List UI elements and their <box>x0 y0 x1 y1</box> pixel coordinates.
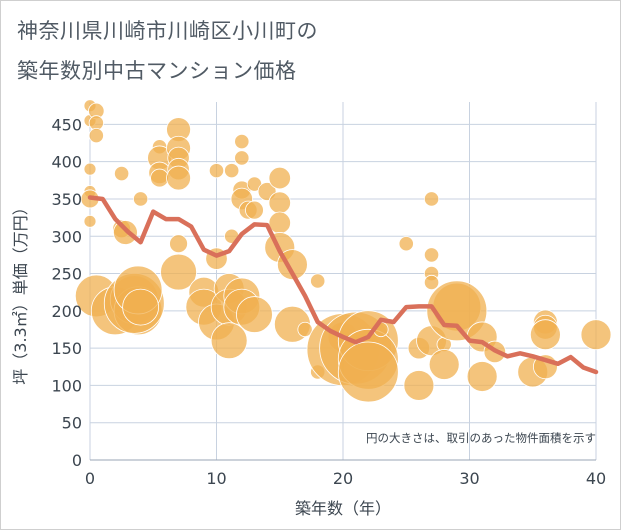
y-tick-label: 150 <box>51 339 82 358</box>
y-tick-label: 0 <box>72 451 82 470</box>
data-bubble <box>88 115 104 131</box>
chart-title-line2: 築年数別中古マンション価格 <box>17 59 297 83</box>
data-bubble <box>423 274 440 291</box>
data-bubble <box>403 370 435 401</box>
average-price-line <box>87 195 599 375</box>
data-bubble <box>114 166 130 182</box>
data-bubble <box>166 165 191 191</box>
x-tick-label: 10 <box>206 469 226 488</box>
x-tick-label: 40 <box>586 469 606 488</box>
y-tick-label: 400 <box>51 153 82 172</box>
data-bubble <box>169 234 188 254</box>
chart-title-line1: 神奈川県川崎市川崎区小川町の <box>17 19 318 43</box>
y-tick-label: 300 <box>51 227 82 246</box>
data-bubble <box>310 273 326 289</box>
data-bubble <box>423 191 440 207</box>
data-bubble <box>245 200 264 220</box>
data-bubble <box>234 150 250 166</box>
data-bubble <box>268 191 291 214</box>
data-bubble <box>234 133 250 150</box>
data-bubble <box>423 247 440 263</box>
axis-ticks: 0 50 100 150 200 250 300 350 400 450 0 10 20 30 40 <box>51 115 606 488</box>
data-bubble <box>133 191 149 207</box>
data-bubble <box>224 163 240 179</box>
x-tick-label: 20 <box>333 469 353 488</box>
y-tick-label: 100 <box>51 376 82 395</box>
data-bubble <box>83 214 97 228</box>
y-axis-label: 坪（3.3㎡）単価（万円） <box>11 199 30 384</box>
y-tick-label: 450 <box>51 115 82 134</box>
y-tick-label: 350 <box>51 190 82 209</box>
data-bubble <box>122 288 160 326</box>
data-bubble <box>150 168 169 188</box>
y-tick-label: 50 <box>62 414 82 433</box>
data-bubble <box>113 220 138 245</box>
data-bubble <box>530 319 561 351</box>
x-axis-label: 築年数（年） <box>295 499 391 518</box>
y-tick-label: 200 <box>51 302 82 321</box>
data-bubble <box>83 162 97 176</box>
data-bubble <box>297 321 313 338</box>
data-bubble <box>428 349 460 380</box>
data-bubble <box>580 319 612 351</box>
data-bubble <box>210 322 248 360</box>
data-bubble <box>337 341 399 403</box>
y-tick-label: 250 <box>51 265 82 284</box>
data-bubble <box>398 236 414 252</box>
data-bubble <box>268 166 291 190</box>
x-tick-label: 30 <box>459 469 479 488</box>
bubbles <box>74 99 612 403</box>
data-bubble <box>160 253 197 291</box>
data-bubble <box>268 211 291 235</box>
data-bubble <box>88 127 104 144</box>
data-bubble <box>236 296 273 333</box>
x-tick-label: 0 <box>85 469 95 488</box>
trend-line-group <box>87 195 599 375</box>
data-bubble <box>208 163 225 179</box>
chart-note: 円の大きさは、取引のあった物件面積を示す <box>366 431 596 445</box>
data-bubble <box>466 361 498 392</box>
